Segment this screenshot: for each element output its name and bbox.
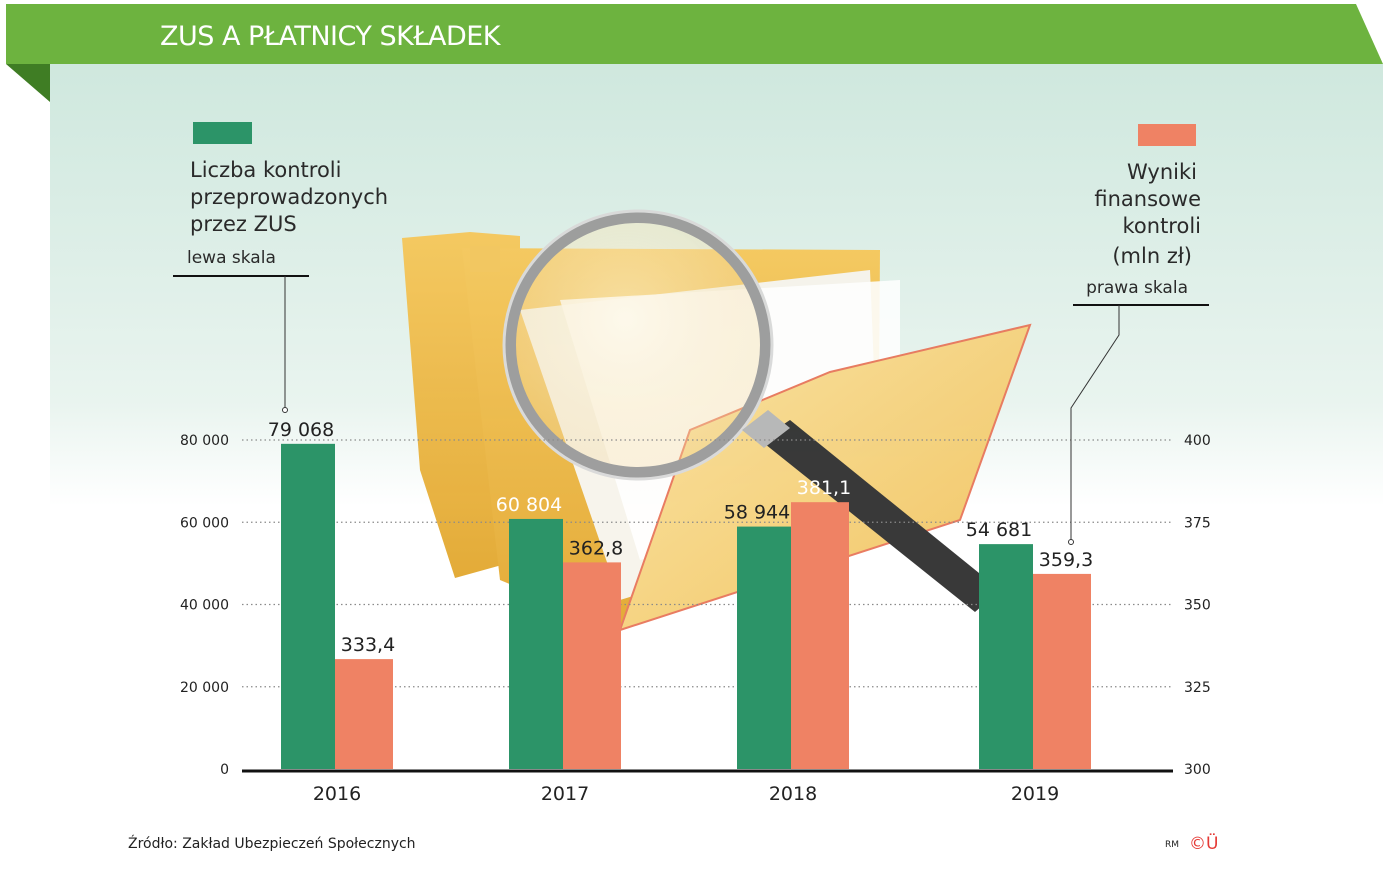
- bar-left-2018: [737, 526, 791, 769]
- right-tick-label: 400: [1184, 433, 1211, 449]
- page-title: ZUS A PŁATNICY SKŁADEK: [160, 21, 502, 52]
- legend-right-line-1: Wyniki: [1127, 160, 1197, 184]
- right-scale-leader: [1070, 305, 1120, 540]
- left-tick-label: 40 000: [180, 598, 229, 614]
- left-tick-label: 0: [220, 762, 229, 778]
- bar-left-2019: [979, 544, 1033, 769]
- right-scale-leader-dot: [1068, 539, 1074, 545]
- legend-right-line-2: finansowe: [1094, 187, 1201, 211]
- legend-right-line-3: kontroli: [1123, 214, 1202, 238]
- x-tick-label: 2018: [769, 783, 817, 805]
- credit-logo: ©Ü: [1189, 832, 1218, 854]
- x-tick-label: 2019: [1011, 783, 1059, 805]
- magnifier-handle: [760, 420, 1000, 612]
- bar-right-2019: [1033, 573, 1091, 769]
- right-tick-label: 350: [1184, 598, 1211, 614]
- x-tick-label: 2016: [313, 783, 361, 805]
- x-axis: 2016 2017 2018 2019: [313, 783, 1059, 805]
- legend-right-line-4: (mln zł): [1112, 244, 1192, 268]
- right-tick-label: 300: [1184, 762, 1211, 778]
- bar-right-2017: [563, 562, 621, 769]
- left-tick-label: 80 000: [180, 433, 229, 449]
- bars: [281, 443, 1091, 769]
- data-label-left: 79 068: [268, 419, 334, 441]
- header-fold: [6, 64, 50, 102]
- data-label-right: 333,4: [341, 634, 395, 656]
- bar-right-2016: [335, 659, 393, 769]
- x-tick-label: 2017: [541, 783, 589, 805]
- legend-swatch-salmon: [1138, 124, 1196, 146]
- legend-left-line-2: przeprowadzonych: [190, 185, 388, 209]
- left-scale-label: lewa skala: [187, 248, 276, 268]
- legend-left-line-3: przez ZUS: [190, 212, 297, 236]
- left-tick-label: 20 000: [180, 680, 229, 696]
- right-scale-label: prawa skala: [1086, 278, 1188, 298]
- header-banner: [6, 4, 1383, 64]
- right-tick-label: 325: [1184, 680, 1211, 696]
- data-label-right: 362,8: [569, 537, 623, 559]
- data-label-left: 60 804: [496, 494, 562, 516]
- legend-swatch-green: [193, 122, 252, 144]
- data-labels: 79 068 333,4 60 804 362,8 58 944 381,1 54 681 3…: [268, 419, 1093, 656]
- bar-left-2017: [509, 518, 563, 769]
- data-label-right: 381,1: [797, 477, 851, 499]
- data-label-right: 359,3: [1039, 549, 1093, 571]
- source-note: Źródło: Zakład Ubezpieczeń Społecznych: [128, 834, 416, 852]
- credit-initials: RM: [1165, 840, 1179, 850]
- left-axis: 0 20 000 40 000 60 000 80 000: [180, 433, 229, 778]
- bar-left-2016: [281, 443, 335, 769]
- magnifier-lens: [504, 211, 772, 479]
- bar-right-2018: [791, 502, 849, 769]
- legend-left-line-1: Liczba kontroli: [190, 158, 341, 182]
- folder-illustration: [402, 209, 1032, 632]
- data-label-left: 58 944: [724, 502, 790, 524]
- data-label-left: 54 681: [966, 519, 1032, 541]
- left-tick-label: 60 000: [180, 515, 229, 531]
- right-axis: 300 325 350 375 400: [1184, 433, 1211, 778]
- right-tick-label: 375: [1184, 515, 1211, 531]
- left-scale-leader-dot: [282, 407, 288, 413]
